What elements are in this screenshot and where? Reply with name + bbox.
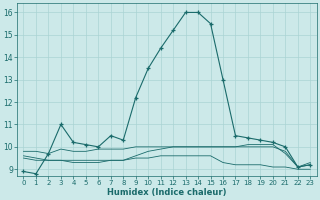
X-axis label: Humidex (Indice chaleur): Humidex (Indice chaleur): [107, 188, 227, 197]
